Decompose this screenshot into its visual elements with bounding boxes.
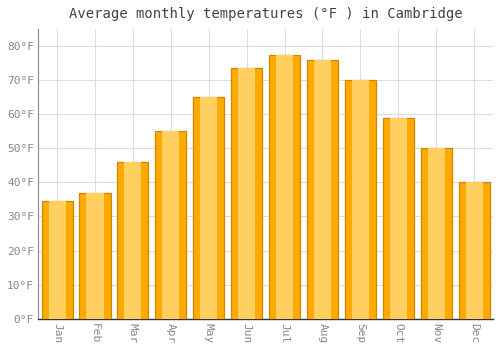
Bar <box>80 193 110 318</box>
Bar <box>276 55 293 318</box>
Bar <box>48 201 66 318</box>
Bar <box>118 162 148 318</box>
Bar <box>124 162 142 318</box>
Bar <box>238 68 255 318</box>
Bar <box>314 60 331 318</box>
Bar <box>466 182 482 318</box>
Bar <box>86 193 104 318</box>
Bar <box>345 80 376 318</box>
Bar <box>458 182 490 318</box>
Bar <box>269 55 300 318</box>
Bar <box>42 201 72 318</box>
Bar <box>352 80 369 318</box>
Bar <box>307 60 338 318</box>
Bar <box>193 97 224 318</box>
Bar <box>382 118 414 319</box>
Bar <box>428 148 444 318</box>
Bar <box>162 131 180 318</box>
Bar <box>200 97 218 318</box>
Title: Average monthly temperatures (°F ) in Cambridge: Average monthly temperatures (°F ) in Ca… <box>69 7 462 21</box>
Bar <box>420 148 452 318</box>
Bar <box>390 118 407 319</box>
Bar <box>156 131 186 318</box>
Bar <box>231 68 262 318</box>
